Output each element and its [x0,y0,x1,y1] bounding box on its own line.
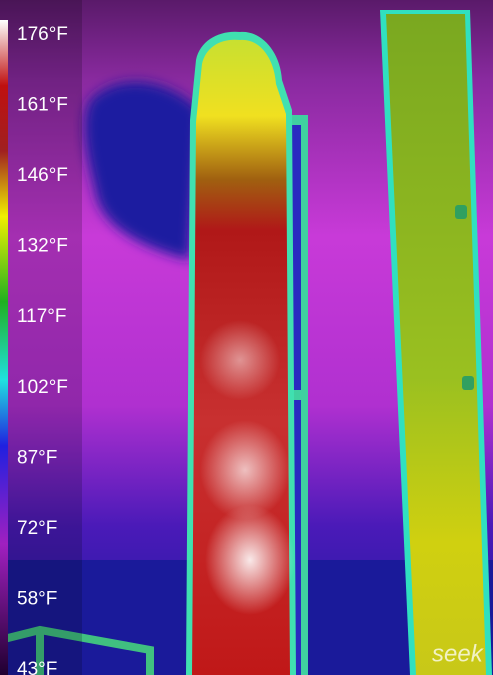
scale-label: 132°F [17,236,68,257]
scale-label: 102°F [17,377,68,398]
scale-label: 117°F [17,306,67,327]
scale-label: 176°F [17,24,68,45]
hot-spot [200,320,280,400]
pole-bolt [462,376,474,390]
logo: seek [432,640,485,667]
color-bar [0,20,8,675]
scale-label: 146°F [17,165,68,186]
pole-bolt [455,205,467,219]
scale-label: 43°F [17,659,57,675]
scale-label: 72°F [17,518,57,539]
scale-label: 58°F [17,588,57,609]
hot-spot [200,420,290,520]
thermal-view: 176°F 161°F 146°F 132°F 117°F 102°F 87°F 72°F 58… [0,0,493,675]
scale-label: 87°F [17,447,57,468]
hot-spot [205,505,295,615]
page: {"scale": {"labels": ["176°F", "161°F", … [0,0,493,675]
scale-label: 161°F [17,95,68,116]
